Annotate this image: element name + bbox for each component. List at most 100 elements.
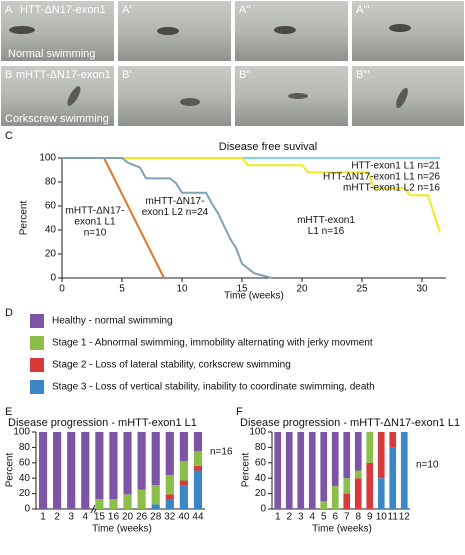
bar-segment (343, 432, 351, 479)
bar-segment (343, 478, 351, 494)
legend-label: Healthy - normal swimming (52, 316, 173, 327)
y-tick-label: 20 (19, 488, 31, 499)
bar-segment (331, 432, 339, 486)
x-tick-label: 10 (176, 284, 188, 295)
y-axis-label: Percent (241, 453, 252, 488)
bar-segment (179, 432, 188, 462)
legend-label: Stage 3 - Loss of vertical stability, in… (52, 382, 375, 393)
fish-line: mHTT-ΔN17-exon1 (16, 69, 111, 81)
bar-segment (354, 432, 362, 471)
x-tick-label: 5 (119, 284, 125, 295)
fish-line: HTT-ΔN17-exon1 (20, 4, 106, 16)
photo-caption: Corkscrew swimming (5, 113, 109, 125)
panel-label: C (5, 130, 13, 142)
x-axis-label: Time (weeks) (312, 524, 372, 535)
photo (352, 66, 464, 126)
x-tick-label: 8 (355, 512, 361, 523)
x-tick-label: 30 (416, 284, 428, 295)
bar-segment (151, 485, 160, 505)
legend-swatch (30, 336, 44, 350)
y-tick-label: 60 (19, 457, 31, 468)
bar-segment (165, 494, 174, 499)
bar-segment (165, 498, 174, 509)
bar-segment (377, 478, 385, 509)
photo-row-a: A A' A'' A''' HTT-ΔN17-exon1 Normal swim… (1, 1, 464, 61)
bar-segment (308, 432, 316, 509)
x-tick-label: 20 (296, 284, 308, 295)
y-tick-label: 0 (24, 504, 30, 515)
y-tick-label: 20 (255, 488, 267, 499)
survival-line (62, 157, 165, 279)
series-label: HTT-exon1 L1 n=21 (351, 160, 440, 172)
panel-label: B'' (239, 69, 251, 81)
panel-label: F (236, 406, 243, 418)
y-axis-label: Percent (19, 201, 30, 236)
legend-swatch (30, 314, 44, 328)
bar-segment (123, 494, 132, 509)
y-tick-label: 40 (255, 473, 267, 484)
bar-segment (274, 432, 282, 509)
series-label: mHTT-exon1 L1 n=16 (297, 215, 355, 237)
bar-segment (285, 432, 293, 509)
photo-caption: Normal swimming (8, 48, 95, 60)
bar-segment (179, 485, 188, 509)
bar-segment (389, 447, 397, 509)
chart-title: Disease progression - mHTT-ΔN17-exon1 L1 (240, 417, 460, 429)
x-tick-label: 0 (59, 284, 65, 295)
bar-segment (165, 475, 174, 495)
y-tick-label: 0 (260, 504, 266, 515)
y-tick-label: 80 (45, 177, 57, 188)
panel-label: A' (122, 4, 131, 16)
chart-title: Disease progression - mHTT-exon1 L1 (8, 417, 197, 429)
bar-segment (354, 478, 362, 509)
panel-label: B' (122, 69, 131, 81)
y-tick-label: 40 (19, 473, 31, 484)
bar-segment (137, 432, 146, 490)
y-tick-label: 60 (255, 457, 267, 468)
x-tick-label: 40 (178, 512, 190, 523)
bar-segment (67, 432, 76, 509)
fish (288, 93, 308, 99)
bar-segment (297, 432, 305, 509)
bar-segment (179, 461, 188, 481)
bar-segment (320, 501, 328, 509)
y-axis-label: Percent (5, 453, 16, 488)
bar-segment (53, 432, 62, 509)
x-tick-label: 32 (164, 512, 176, 523)
x-tick-label: 20 (122, 512, 134, 523)
fish (396, 87, 408, 109)
legend-label: Stage 2 - Loss of lateral stability, cor… (52, 360, 291, 371)
bar-segment (366, 432, 374, 463)
bar-segment (354, 470, 362, 479)
photo (1, 66, 114, 126)
photo (352, 1, 464, 61)
panel-label: A'' (239, 4, 251, 16)
legend-label: Stage 1 - Abnormal swimming, immobility … (52, 338, 373, 349)
panel-label: A (5, 4, 13, 16)
annotation: n=16 (210, 447, 233, 458)
bar-segment (109, 498, 118, 509)
y-tick-label: 100 (249, 427, 266, 438)
x-tick-label: 9 (367, 512, 373, 523)
x-axis-label: Time (weeks) (224, 291, 284, 302)
bar-segment (123, 432, 132, 495)
fish (389, 24, 411, 32)
y-tick-label: 20 (45, 249, 57, 260)
x-tick-label: 28 (150, 512, 162, 523)
fish (180, 98, 200, 106)
series-label: mHTT-ΔN17-exon1 L2 n=24 (141, 196, 209, 218)
fish (157, 27, 179, 35)
y-tick-label: 60 (45, 201, 57, 212)
bar-segment (389, 432, 397, 448)
y-tick-label: 0 (50, 273, 56, 284)
bar-segment (151, 504, 160, 509)
bar-segment (377, 432, 385, 479)
photo-row-b: B B' B'' B''' mHTT-ΔN17-exon1 Corkscrew … (1, 66, 464, 126)
chart-title: Disease free suvival (219, 141, 317, 153)
bar-segment (193, 432, 203, 452)
y-tick-label: 100 (13, 427, 30, 438)
bar-segment (193, 451, 203, 466)
photo (118, 66, 231, 126)
